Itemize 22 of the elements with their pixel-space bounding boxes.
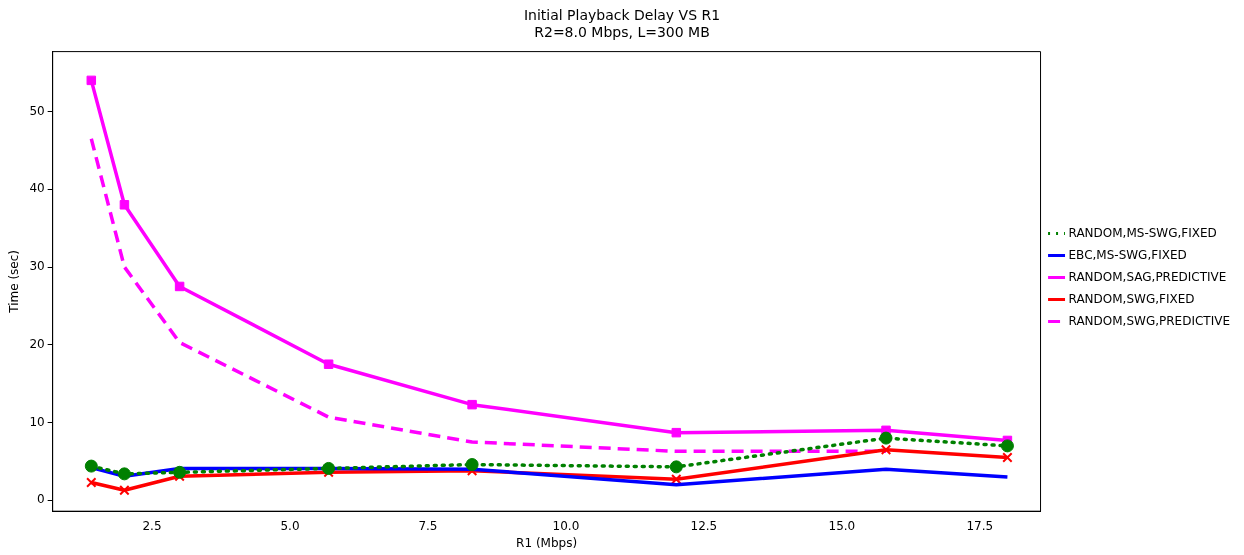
x-tick-label: 7.5 <box>418 518 438 533</box>
legend-label: EBC,MS-SWG,FIXED <box>1068 247 1187 262</box>
y-tick-label: 20 <box>29 336 45 351</box>
y-tick-label: 50 <box>29 103 45 118</box>
y-tick-label: 0 <box>37 492 45 507</box>
x-tick-label: 17.5 <box>966 518 994 533</box>
legend-label: RANDOM,SWG,PREDICTIVE <box>1068 313 1231 328</box>
x-tick-label: 15.0 <box>828 518 856 533</box>
x-tick-label: 5.0 <box>280 518 300 533</box>
x-tick-label: 10.0 <box>552 518 580 533</box>
legend-label: RANDOM,SWG,FIXED <box>1068 291 1195 306</box>
y-tick-label: 30 <box>29 259 45 274</box>
legend-label: RANDOM,MS-SWG,FIXED <box>1068 225 1217 240</box>
y-tick-label: 40 <box>29 181 45 196</box>
chart-subtitle: R2=8.0 Mbps, L=300 MB <box>534 23 710 40</box>
chart-title: Initial Playback Delay VS R1 <box>523 7 721 24</box>
x-tick-label: 12.5 <box>690 518 718 533</box>
y-axis-title: Time (sec) <box>7 250 22 314</box>
y-tick-label: 10 <box>29 414 45 429</box>
legend-label: RANDOM,SAG,PREDICTIVE <box>1068 269 1227 284</box>
x-axis-title: R1 (Mbps) <box>516 535 578 550</box>
x-tick-label: 2.5 <box>142 518 162 533</box>
